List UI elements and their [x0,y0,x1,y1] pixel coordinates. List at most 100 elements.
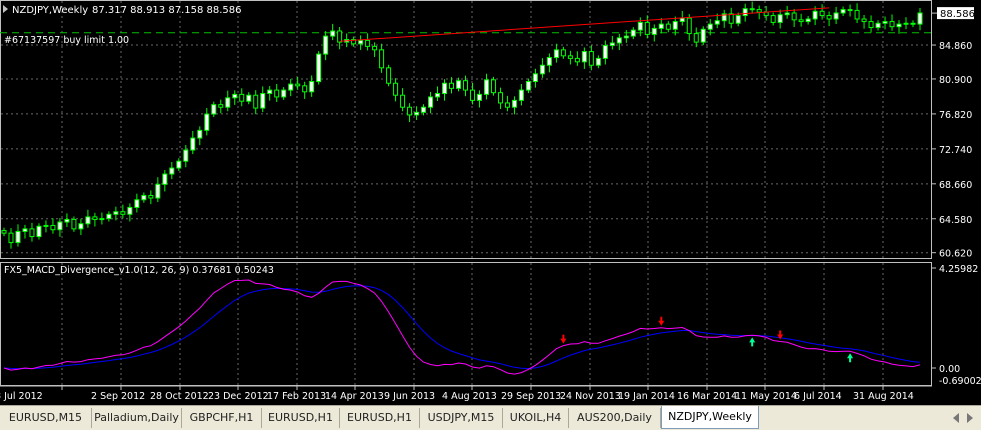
candle-bull [581,51,587,63]
candle-bear [567,55,573,59]
macd-lines [3,279,921,375]
candle-bear [644,21,650,35]
candle-bull [546,57,552,66]
candle-bear [770,15,776,23]
candle-bear [1,230,7,234]
tab-ukoil-h4[interactable]: UKOIL,H4 [503,408,569,428]
candle-bull [525,81,531,91]
tab-eurusd-h1-2[interactable]: EURUSD,H1 [340,408,420,428]
candle-bull [609,42,615,47]
candle-bull [288,83,294,91]
window-arrow-icon [3,5,8,13]
price-panel-frame [0,0,932,259]
candle-bull [532,73,538,83]
resistance-trendline [339,7,830,42]
candle-bear [819,10,825,17]
arrow-down-icon [560,334,567,344]
candle-bull [442,82,448,95]
macd-line [3,279,921,375]
candle-bear [400,94,406,108]
candle-bear [407,106,413,116]
candle-bull [721,13,727,22]
candle-bear [861,18,867,23]
time-label: 31 Aug 2014 [853,391,914,402]
candle-bull [875,22,881,29]
candle-bear [854,9,860,20]
candle-bear [92,216,98,220]
candle-bear [686,17,692,35]
candle-bull [36,225,42,238]
tab-scroll-right-icon[interactable] [967,413,973,423]
candle-bull [197,129,203,139]
candle-bull [630,29,636,37]
candle-bear [71,218,77,230]
candle-bear [868,21,874,29]
candle-bull [211,104,217,115]
candle-bull [141,194,147,201]
candle-bear [889,21,895,28]
time-label: 16 Mar 2014 [677,391,737,402]
indicator-scale-min: -0.69002 [939,376,981,387]
indicator-scale-max: 4.25982 [939,264,978,275]
candle-bear [274,89,280,98]
tab-palladium-daily[interactable]: Palladium,Daily [92,408,182,428]
candle-bull [358,39,364,45]
candle-bull [225,97,231,108]
candle-bear [393,82,399,96]
candle-bull [658,23,664,29]
arrow-down-icon [658,316,665,326]
candle-bull [113,211,119,215]
candle-bull [805,18,811,23]
candle-bull [917,12,923,25]
tab-usdjpy-m15[interactable]: USDJPY,M15 [420,408,503,428]
divergence-arrows [560,316,854,363]
arrow-up-icon [847,353,854,363]
candle-bull [483,79,489,95]
trendline[interactable] [339,7,830,42]
candle-bull [260,93,266,109]
tab-gbpchf-h1[interactable]: GBPCHF,H1 [182,408,262,428]
candle-bear [239,93,245,102]
candle-bear [693,33,699,43]
candle-bull [700,28,706,43]
candle-bear [749,8,755,11]
tab-scroll-left-icon[interactable] [953,413,959,423]
candle-bull [651,27,657,35]
chart-canvas[interactable]: 84.860 80.900 76.820 72.740 68.660 64.580 60.6… [0,0,981,405]
candle-bull [99,218,105,221]
candle-bear [910,22,916,25]
indicator-title: FX5_MACD_Divergence_v1.0(12, 26, 9) 0.37… [4,265,274,276]
candle-bull [714,20,720,25]
candle-bull [106,213,112,220]
candle-bear [50,224,56,231]
candle-bull [435,93,441,98]
tab-nzdjpy-weekly[interactable]: NZDJPY,Weekly [661,406,759,429]
price-scale-label: 84.860 [939,41,972,52]
candle-bull [43,224,49,227]
candle-bull [155,183,161,199]
chart-window[interactable]: 84.860 80.900 76.820 72.740 68.660 64.580 60.6… [0,0,981,405]
candle-bear [756,9,762,13]
candle-bull [232,93,238,99]
time-label: 14 Apr 2013 [325,391,384,402]
candle-bull [169,167,175,175]
price-scale-label: 72.740 [939,145,972,156]
candle-bear [337,30,343,43]
candle-bull [777,14,783,23]
price-scale-label: 60.620 [939,249,972,260]
tab-eurusd-m15[interactable]: EURUSD,M15 [0,408,92,428]
candle-bear [148,194,154,199]
candle-bear [490,79,496,94]
candle-bear [728,13,734,24]
tab-eurusd-h1[interactable]: EURUSD,H1 [262,408,340,428]
candle-bull [812,10,818,20]
candle-bear [295,83,301,87]
candle-bull [623,35,629,39]
candle-bear [826,15,832,20]
candle-bull [637,21,643,31]
symbol-title: NZDJPY,Weekly [12,5,88,16]
tab-aus200-daily[interactable]: AUS200,Daily [569,408,661,428]
candle-bull [316,53,322,83]
time-label: 9 Jun 2013 [384,391,435,402]
